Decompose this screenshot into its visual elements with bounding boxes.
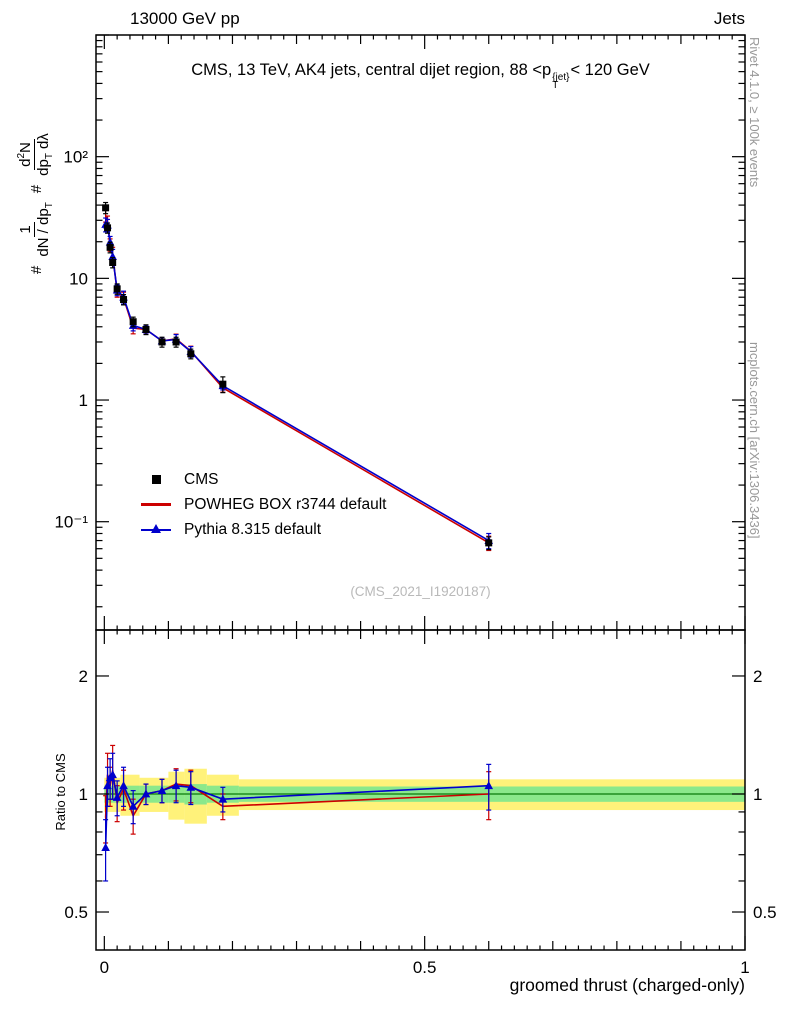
analysis-group-label: Jets [713,9,745,28]
ratio-panel-frame [95,629,746,951]
data-point-square [106,243,114,251]
legend-label-pythia: Pythia 8.315 default [184,520,322,538]
ylabel-frac2-num: d2N [16,139,36,170]
ratio-y-axis-label: Ratio to CMS [53,753,68,831]
data-point-triangle [108,770,117,779]
legend-item-pythia: Pythia 8.315 default [138,517,386,542]
rivet-version-label: Rivet 4.1.0, ≥ 100k events [747,37,762,188]
data-point-triangle [484,781,494,790]
ylabel-frac1-num: 1 [16,222,35,237]
ylabel-hash-2: # [27,184,45,194]
main-y-tick-label: 10⁻¹ [54,513,88,532]
legend-label-cms: CMS [184,470,219,488]
legend-item-cms: CMS [138,467,386,492]
ratio-series-pythia [101,752,494,882]
main-y-tick-label: 1 [79,391,88,410]
ylabel-frac2-den-sub: T [44,153,56,160]
data-point-square [109,258,117,266]
x-tick-label: 1 [740,958,749,977]
pythia-triangle [151,523,161,533]
data-point-square [485,539,493,547]
main-series-cms [102,201,493,551]
pythia-marker-wrap [141,523,171,537]
ratio-y-tick-label: 2 [79,667,88,686]
data-point-triangle [112,792,122,801]
analysis-id-watermark: (CMS_2021_I1920187) [350,584,491,599]
data-point-triangle [128,801,138,810]
cms-square-marker-icon [138,473,174,487]
data-point-square [158,338,166,346]
ylabel-frac2-num-d: d [17,158,35,167]
ratio-y-tick-label-right: 1 [753,785,762,804]
main-y-tick-label: 10 [69,269,88,288]
ylabel-frac2-den-lambda: dλ [35,133,53,150]
legend: CMS POWHEG BOX r3744 default Pythia 8.31… [138,467,386,542]
main-y-axis-label: # 1 dN / dpT # d2N dpTdλ [12,131,60,274]
data-point-triangle [157,786,167,795]
ylabel-frac2-num-n: N [17,142,35,153]
data-point-triangle [218,794,228,803]
plot-title: CMS, 13 TeV, AK4 jets, central dijet reg… [96,61,745,90]
data-point-triangle [141,789,151,798]
ylabel-frac1-den: dN / dpT [35,200,56,258]
data-point-square [142,325,150,333]
plot-title-post: < 120 GeV [570,61,650,79]
ratio-y-tick-label-right: 2 [753,667,762,686]
pythia-triangle-marker-icon [138,523,174,537]
data-point-square [129,318,137,326]
ratio-y-tick-label: 1 [79,785,88,804]
data-point-square [104,224,112,232]
x-tick-label: 0.5 [413,958,437,977]
powheg-line [141,503,171,506]
plot-title-pre: CMS, 13 TeV, AK4 jets, central dijet reg… [191,61,552,79]
beam-energy-label: 13000 GeV pp [130,9,240,28]
data-point-square [219,380,227,388]
x-axis-label: groomed thrust (charged-only) [509,975,745,995]
plot-title-sup: {jet} [552,71,570,83]
powheg-line-marker-icon [138,498,174,512]
ylabel-frac2-den: dpTdλ [35,131,56,178]
data-point-square [120,296,128,304]
pt-jet-stack: {jet} T [552,71,570,91]
ylabel-frac1-den-text: dN / dp [34,208,52,257]
ylabel-hash-1: # [27,265,45,274]
data-point-triangle [186,782,196,791]
data-point-triangle [171,781,181,790]
legend-label-powheg: POWHEG BOX r3744 default [184,495,387,513]
main-y-tick-label: 10² [63,148,88,167]
ratio-y-tick-label: 0.5 [64,903,88,922]
data-point-triangle [101,842,110,851]
ylabel-frac2-den-text: dp [35,159,53,176]
data-point-triangle [119,781,128,790]
data-point-square [187,350,195,358]
ylabel-frac2-num-sup: 2 [16,152,28,159]
data-point-triangle [103,781,112,790]
ratio-y-tick-label-right: 0.5 [753,903,777,922]
ylabel-frac1-den-sub: T [43,202,55,209]
mcplots-arxiv-label: mcplots.cern.ch [arXiv:1306.3436] [747,342,762,539]
x-tick-label: 0 [100,958,109,977]
cms-square [151,475,161,484]
ylabel-fraction-1: 1 dN / dpT [16,200,56,258]
legend-item-powheg: POWHEG BOX r3744 default [138,492,386,517]
frames-and-axes: 10⁻¹ 1 10 10² 0.5 0.5 1 1 2 2 0 0.5 1 [54,34,777,977]
data-point-square [102,204,110,212]
plot-title-sub: T [552,79,559,91]
data-point-square [113,285,121,293]
data-point-square [172,338,180,346]
ylabel-fraction-2: d2N dpTdλ [16,131,56,178]
